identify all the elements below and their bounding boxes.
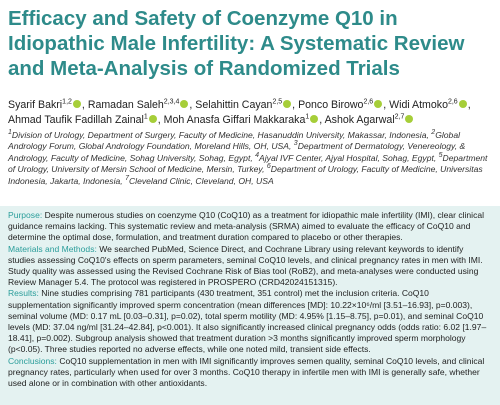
author-separator: , [189, 99, 193, 111]
abstract-section: Results: Nine studies comprising 781 par… [8, 288, 492, 355]
section-label: Results: [8, 288, 39, 299]
author-affiliation-number: 2,6 [447, 98, 458, 106]
author-name: Ahmad Taufik Fadillah Zainal [8, 114, 144, 126]
orcid-icon [180, 100, 189, 108]
paper-title: Efficacy and Safety of Coenzyme Q10 in I… [8, 7, 465, 80]
author-list: Syarif Bakri1,2, Ramadan Saleh2,3,4, Sel… [8, 98, 494, 128]
affiliation-list: 1Division of Urology, Department of Surg… [8, 129, 494, 187]
affiliation-number: 7 [125, 174, 129, 182]
orcid-icon [283, 100, 292, 108]
author-name: Widi Atmoko [389, 99, 448, 111]
section-text: Despite numerous studies on coenzyme Q10… [8, 210, 484, 243]
author-separator: , [292, 99, 296, 111]
orcid-icon [374, 100, 383, 108]
section-label: Conclusions: [8, 355, 57, 366]
affiliation-number: 4 [255, 151, 260, 159]
section-label: Materials and Methods: [8, 243, 97, 254]
affiliation-text: Department of Urology, Faculty of Medici… [8, 164, 483, 186]
affiliation-number: 2 [431, 129, 436, 137]
author-separator: , [319, 114, 323, 126]
author-affiliation-number: 2,5 [272, 98, 283, 106]
orcid-icon [405, 115, 414, 123]
affiliation-number: 5 [438, 151, 443, 159]
author-separator: , [81, 99, 85, 111]
author-name: Ramadan Saleh [87, 99, 164, 111]
author-name: Ashok Agarwal [324, 114, 395, 126]
section-text: Nine studies comprising 781 participants… [8, 288, 487, 355]
affiliation-text: Global Andrology Forum, Global Andrology… [8, 130, 461, 152]
author-separator: , [157, 114, 161, 126]
author-name: Moh Anasfa Giffari Makkaraka [163, 114, 306, 126]
section-label: Purpose: [8, 210, 43, 220]
orcid-icon [310, 115, 319, 123]
author-affiliation-number: 2,3,4 [163, 98, 180, 106]
affiliation-text: Cleveland Clinic, Cleveland, OH, USA [128, 175, 274, 186]
orcid-icon [148, 115, 157, 123]
author-affiliation-number: 2,7 [394, 113, 405, 121]
section-text: We searched PubMed, Science Direct, and … [8, 243, 483, 288]
author-separator: , [383, 99, 387, 111]
abstract-section: Purpose: Despite numerous studies on coe… [8, 210, 492, 244]
author-name: Ponco Birowo [298, 99, 364, 111]
orcid-icon [458, 100, 467, 108]
author-affiliation-number: 1,2 [62, 98, 72, 106]
abstract-box: Purpose: Despite numerous studies on coe… [0, 206, 500, 405]
affiliation-text: Department of Dermatology, Venereology, … [8, 141, 466, 163]
affiliation-text: Division of Urology, Department of Surge… [11, 130, 429, 140]
affiliation-number: 3 [293, 140, 298, 148]
affiliation-number: 1 [8, 129, 12, 137]
author-affiliation-number: 1 [143, 113, 148, 121]
author-separator: , [467, 99, 471, 111]
affiliation-text: Department of Urology, University of Mer… [8, 152, 488, 175]
author-affiliation-number: 2,6 [363, 98, 374, 106]
section-text: CoQ10 supplementation in men with IMI si… [8, 355, 485, 389]
author-name: Syarif Bakri [8, 99, 63, 111]
affiliation-number: 6 [266, 163, 271, 171]
author-affiliation-number: 1 [305, 113, 310, 121]
affiliation-text: Ajyal IVF Center, Ajyal Hospital, Sohag,… [259, 152, 437, 163]
orcid-icon [72, 100, 81, 108]
abstract-section: Materials and Methods: We searched PubMe… [8, 244, 492, 289]
abstract-section: Conclusions: CoQ10 supplementation in me… [8, 356, 492, 390]
author-name: Selahittin Cayan [195, 99, 273, 111]
